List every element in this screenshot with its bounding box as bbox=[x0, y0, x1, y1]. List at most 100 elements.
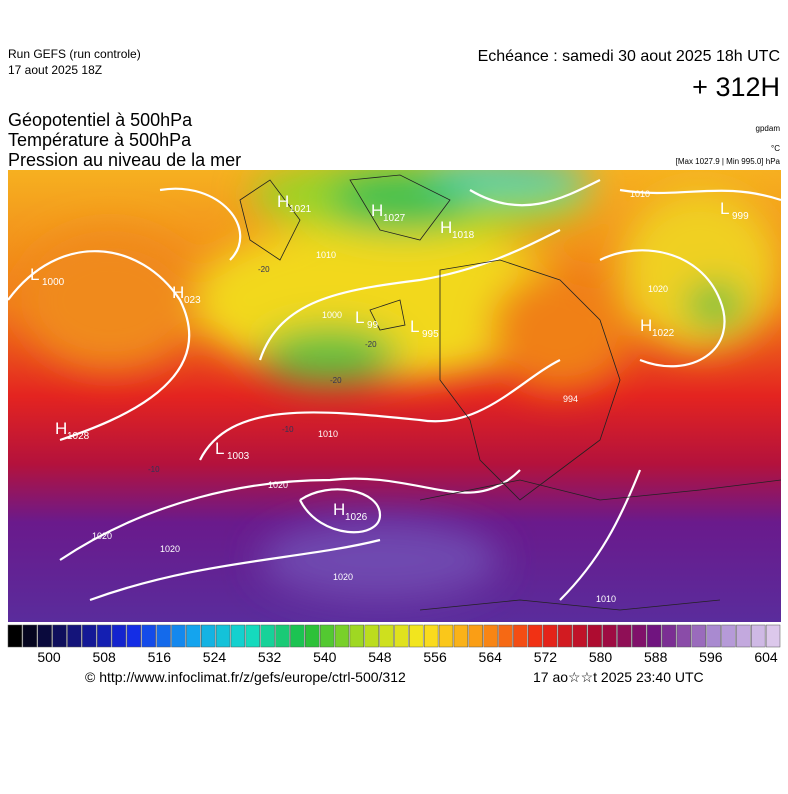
center-value: 1022 bbox=[652, 328, 675, 339]
run-date: 17 aout 2025 18Z bbox=[8, 63, 102, 77]
title: Pression au niveau de la mer bbox=[8, 150, 241, 170]
isobar-label: 1000 bbox=[322, 310, 342, 320]
center-letter: L bbox=[30, 265, 39, 284]
colorbar-swatch bbox=[82, 624, 97, 648]
colorbar-swatch bbox=[736, 624, 751, 648]
center-value: 1027 bbox=[383, 213, 406, 224]
colorbar-tick-label: 516 bbox=[148, 649, 172, 665]
colorbar-swatch bbox=[646, 624, 662, 648]
title: Température à 500hPa bbox=[8, 130, 192, 150]
isobar-label: 1020 bbox=[333, 572, 353, 582]
colorbar-swatch bbox=[438, 624, 454, 648]
colorbar-tick-label: 596 bbox=[699, 649, 723, 665]
lead: + 312H bbox=[692, 72, 780, 102]
map bbox=[8, 170, 781, 622]
center-value: 1026 bbox=[345, 512, 368, 523]
colorbar-swatch bbox=[275, 624, 290, 648]
colorbar-swatch bbox=[126, 624, 142, 648]
colorbar-swatch bbox=[706, 624, 721, 648]
center-letter: L bbox=[215, 439, 224, 458]
colorbar-swatch bbox=[468, 624, 483, 648]
colorbar-swatch bbox=[513, 624, 528, 648]
center-value: 995 bbox=[422, 329, 439, 340]
colorbar-swatch bbox=[171, 624, 186, 648]
unit: gpdam bbox=[756, 124, 781, 133]
colorbar-swatch bbox=[587, 624, 602, 648]
colorbar-swatch bbox=[617, 624, 632, 648]
isobar-label: 1010 bbox=[596, 594, 616, 604]
isobar-label: 994 bbox=[563, 394, 578, 404]
center-letter: H bbox=[172, 283, 184, 302]
center-value: 1003 bbox=[227, 451, 250, 462]
colorbar-swatch bbox=[661, 624, 677, 648]
colorbar-swatch bbox=[305, 624, 320, 648]
colorbar-swatch bbox=[349, 624, 365, 648]
isobar-label: 1010 bbox=[630, 189, 650, 199]
colorbar-swatch bbox=[67, 624, 82, 648]
colorbar-tick-label: 548 bbox=[368, 649, 392, 665]
colorbar-swatch bbox=[602, 624, 617, 648]
colorbar-swatch bbox=[691, 624, 706, 648]
colorbar-swatch bbox=[260, 624, 275, 648]
colorbar-swatch bbox=[111, 624, 127, 648]
isobar-label: 1020 bbox=[92, 531, 112, 541]
unit: [Max 1027.9 | Min 995.0] hPa bbox=[676, 157, 781, 166]
colorbar-swatch bbox=[7, 624, 23, 648]
center-value: 023 bbox=[184, 295, 201, 306]
colorbar-swatch bbox=[453, 624, 469, 648]
run: Run GEFS (run controle) bbox=[8, 47, 141, 61]
center-letter: H bbox=[440, 218, 452, 237]
colorbar-swatch bbox=[37, 624, 52, 648]
colorbar-swatch bbox=[379, 624, 394, 648]
center-letter: H bbox=[333, 500, 345, 519]
colorbar-swatch bbox=[483, 624, 498, 648]
colorbar-swatch bbox=[319, 624, 335, 648]
center-letter: L bbox=[410, 317, 419, 336]
center-value: 1028 bbox=[67, 431, 90, 442]
colorbar-swatch bbox=[290, 624, 305, 648]
colorbar: 500 508 516 524 532 540 548 556 564 572 580 588 596 6… bbox=[7, 624, 781, 665]
colorbar-swatch bbox=[676, 624, 692, 648]
center-letter: H bbox=[371, 201, 383, 220]
stamp: 17 ao☆☆t 2025 23:40 UTC bbox=[533, 669, 704, 685]
colorbar-swatch bbox=[751, 624, 766, 648]
unit: °C bbox=[771, 144, 780, 153]
colorbar-tick-label: 556 bbox=[423, 649, 447, 665]
colorbar-swatch bbox=[230, 624, 246, 648]
colorbar-swatch bbox=[498, 624, 513, 648]
center-letter: H bbox=[640, 316, 652, 335]
colorbar-swatch bbox=[721, 624, 736, 648]
center-value: 1000 bbox=[42, 277, 65, 288]
temp-label: -20 bbox=[258, 265, 270, 274]
colorbar-swatch bbox=[632, 624, 647, 648]
url: © http://www.infoclimat.fr/z/gefs/europe… bbox=[85, 669, 406, 685]
colorbar-swatch bbox=[409, 624, 424, 648]
center-letter: H bbox=[55, 419, 67, 438]
isobar-label: 1020 bbox=[648, 284, 668, 294]
isobar-label: 1020 bbox=[160, 544, 180, 554]
center-letter: H bbox=[277, 192, 289, 211]
colorbar-tick-label: 540 bbox=[313, 649, 337, 665]
colorbar-swatch bbox=[141, 624, 156, 648]
center-letter: L bbox=[355, 308, 364, 327]
colorbar-swatch bbox=[364, 624, 379, 648]
colorbar-swatch bbox=[186, 624, 201, 648]
colorbar-swatch bbox=[22, 624, 37, 648]
temp-label: -20 bbox=[330, 376, 342, 385]
colorbar-tick-label: 532 bbox=[258, 649, 282, 665]
colorbar-swatch bbox=[334, 624, 350, 648]
colorbar-swatch bbox=[542, 624, 558, 648]
temp-label: -10 bbox=[282, 425, 294, 434]
colorbar-tick-label: 508 bbox=[92, 649, 116, 665]
colorbar-swatch bbox=[423, 624, 439, 648]
colorbar-swatch bbox=[52, 624, 67, 648]
colorbar-tick-label: 580 bbox=[589, 649, 613, 665]
temp-label: -10 bbox=[148, 465, 160, 474]
colorbar-swatch bbox=[96, 624, 112, 648]
echeance: Echéance : samedi 30 aout 2025 18h UTC bbox=[478, 48, 780, 65]
isobar-label: 1010 bbox=[318, 429, 338, 439]
colorbar-tick-label: 604 bbox=[754, 649, 778, 665]
colorbar-tick-label: 588 bbox=[644, 649, 668, 665]
